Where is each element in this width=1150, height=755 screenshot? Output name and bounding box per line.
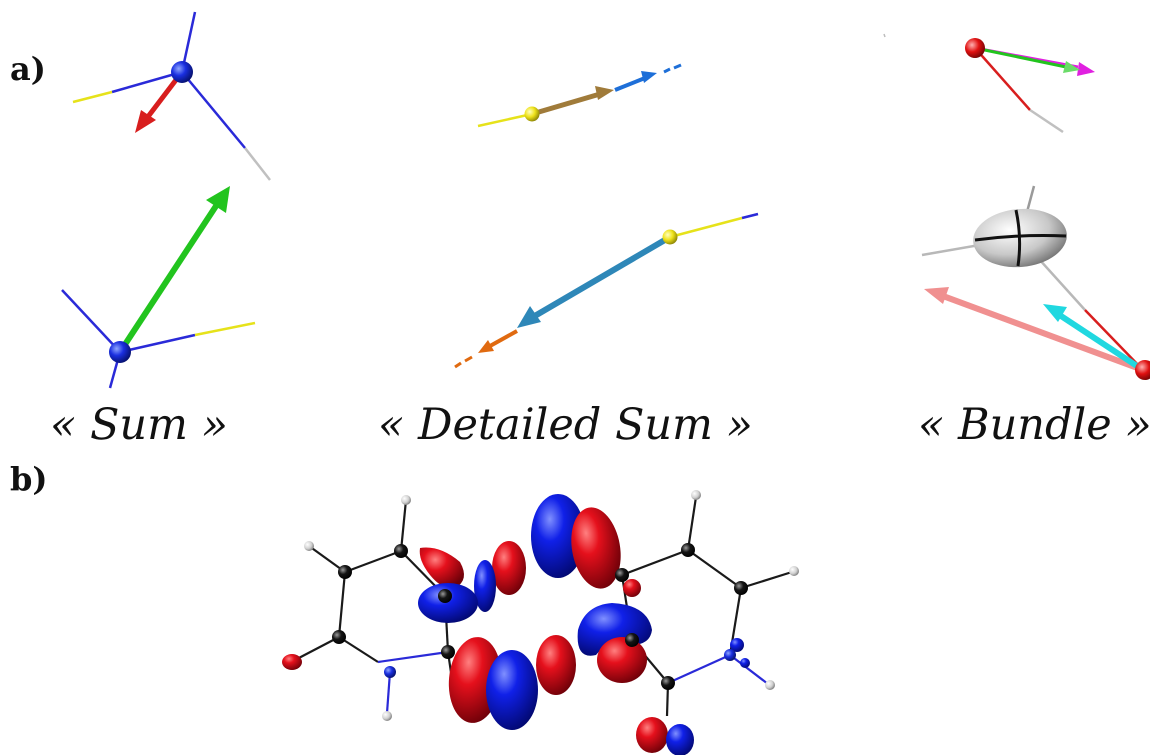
green-arrow-shaft (974, 46, 1067, 69)
steel-arrowhead (517, 306, 541, 328)
red-atom (965, 38, 985, 58)
bond-line (667, 653, 731, 685)
sum-bottom-fragment (61, 186, 256, 389)
speck (883, 33, 886, 38)
magenta-arrowhead (1077, 62, 1095, 76)
red-lobe (571, 507, 621, 589)
pink-arrow-shaft (941, 293, 1145, 373)
blue-lobe (666, 724, 694, 755)
bond-line (669, 216, 743, 239)
green-arrowhead (1063, 61, 1080, 73)
bond-line (194, 321, 256, 337)
bond-line (974, 47, 1031, 111)
blue-lobe (531, 494, 585, 578)
brown-arrowhead (595, 86, 614, 100)
caption-sum: « Sum » (50, 400, 228, 450)
bundle-bottom-fragment (921, 185, 1150, 380)
red-lobe (536, 635, 576, 695)
blue-arrow-tail (663, 67, 671, 74)
brown-arrow-shaft (531, 91, 601, 117)
bundle-top-fragment (883, 33, 1095, 134)
cyan-arrowhead (1043, 304, 1067, 322)
detailed-sum-top-fragment (477, 63, 682, 128)
bond-line (111, 70, 183, 94)
ellipsoid-principal-axis (1014, 209, 1022, 267)
blue-lobe (486, 650, 538, 730)
panel-b-label: b) (10, 460, 48, 498)
bond-line (181, 71, 246, 149)
sum-top-fragment (72, 11, 271, 181)
bond-line (72, 90, 113, 104)
steel-arrow-shaft (531, 234, 672, 320)
red-lobe (492, 541, 526, 595)
orange-arrow-tail (454, 361, 462, 369)
red-lobe (419, 547, 464, 589)
bond-line (61, 289, 121, 353)
caption-bundle: « Bundle » (918, 400, 1150, 450)
caption-detailed-sum: « Detailed Sum » (378, 400, 753, 450)
carbon-atoms (332, 543, 748, 690)
blue-lobe (740, 658, 750, 668)
hydrogen-atoms (304, 490, 799, 721)
orange-arrow-shaft (489, 329, 518, 348)
bond-line (244, 147, 271, 181)
blue-lobe (474, 560, 496, 612)
panel-a-label: a) (10, 50, 46, 88)
bond-line (385, 671, 392, 714)
blue-lobe (418, 583, 478, 623)
yellow-atom (662, 229, 678, 245)
bond-line (119, 333, 196, 354)
red-lobe (597, 637, 647, 683)
nitrogen-atoms (384, 649, 736, 678)
red-arrowhead (135, 110, 156, 133)
pink-arrowhead (924, 287, 949, 304)
left-ring-bonds (294, 499, 450, 663)
bond-line (729, 654, 769, 685)
orbital-lobes (282, 494, 750, 755)
blue-atom (109, 341, 131, 363)
bond-line (477, 112, 533, 128)
yellow-atom (524, 106, 540, 122)
cyan-arrow-shaft (1056, 311, 1145, 373)
red-lobe (282, 654, 302, 670)
orange-arrowhead (478, 340, 494, 353)
orange-arrow-tail (464, 355, 473, 363)
blue-arrow-shaft (614, 76, 646, 92)
blue-atom (171, 61, 193, 83)
green-arrow-shaft (117, 204, 219, 354)
bond-line (1029, 108, 1064, 134)
detailed-sum-bottom-fragment (454, 212, 759, 369)
red-atom (1135, 360, 1150, 380)
green-arrowhead (206, 186, 230, 213)
bond-line (741, 212, 759, 220)
bond-line (1084, 309, 1144, 371)
blue-lobe (730, 638, 744, 652)
red-lobe (636, 717, 668, 753)
blue-arrowhead (641, 71, 657, 83)
bond-line (377, 650, 449, 664)
red-lobe (623, 579, 641, 597)
blue-arrow-tail (673, 63, 682, 70)
molecule-dimer (282, 490, 799, 755)
